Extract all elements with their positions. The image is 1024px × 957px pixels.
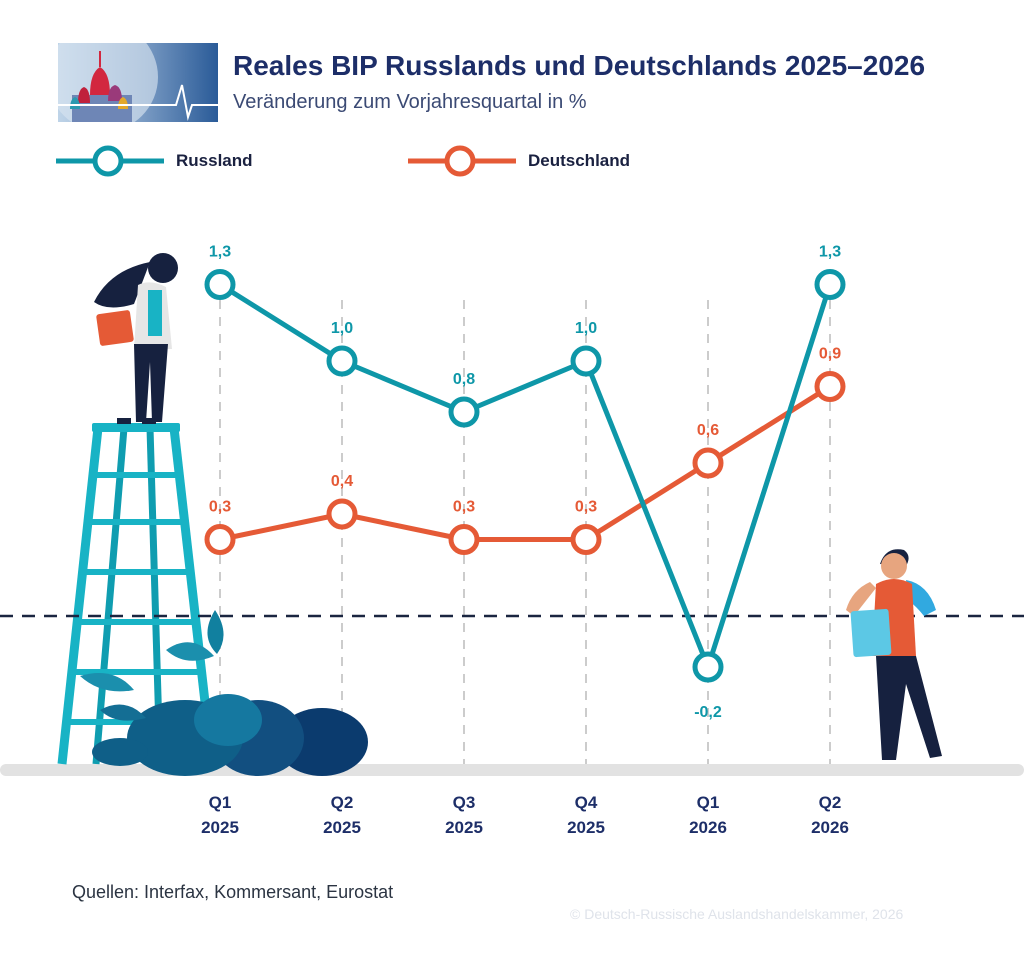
data-label-russland: 1,0 [331,320,353,337]
series-line-russland [217,282,833,670]
x-tick-label-quarter: Q4 [575,793,598,812]
data-point-deutschland [448,524,480,555]
legend-swatch-russland [56,145,164,177]
x-tick-label-quarter: Q2 [331,793,354,812]
data-point-deutschland [570,524,602,555]
x-tick-label-year: 2025 [323,818,361,837]
series: 0,3 0,4 0,3 0,3 0,6 0,9 1,3 1,0 0,8 1,0 -0,2 1,3 [204,244,846,721]
data-point-deutschland [692,447,724,479]
data-label-russland: -0,2 [694,704,722,721]
x-tick-label-year: 2025 [201,818,239,837]
data-point-russland [814,269,846,300]
data-label-russland: 1,3 [819,244,841,261]
legend-swatch-deutschland [408,145,516,177]
data-label-deutschland: 0,4 [331,473,353,490]
plants-illustration [80,610,368,776]
data-label-deutschland: 0,6 [697,422,719,439]
copyright-note: © Deutsch-Russische Auslandshandelskamme… [570,906,904,922]
x-axis: Q1 2025 Q2 2025 Q3 2025 Q4 2025 Q1 2026 Q2 2026 [201,793,849,837]
x-tick-label-year: 2025 [445,818,483,837]
legend-item-deutschland: Deutschland [408,144,630,178]
data-label-russland: 0,8 [453,371,475,388]
x-tick-label-year: 2026 [689,818,727,837]
data-label-russland: 1,0 [575,320,597,337]
data-point-russland [204,269,236,300]
data-label-deutschland: 0,3 [453,499,475,516]
source-note: Quellen: Interfax, Kommersant, Eurostat [72,882,394,902]
legend-item-russland: Russland [56,144,253,178]
data-point-deutschland [814,371,846,402]
x-tick-label-quarter: Q1 [697,793,720,812]
legend-label-deutschland: Deutschland [528,151,631,170]
data-label-deutschland: 0,9 [819,346,841,363]
x-tick-label-quarter: Q3 [453,793,476,812]
legend-label-russland: Russland [176,151,253,170]
data-point-russland [326,345,358,377]
data-point-deutschland [204,524,236,555]
x-tick-label-year: 2025 [567,818,605,837]
series-line-deutschland [217,384,833,542]
data-label-deutschland: 0,3 [575,499,597,516]
x-tick-label-quarter: Q2 [819,793,842,812]
data-point-russland [570,345,602,377]
gridlines [219,300,831,764]
woman-illustration [94,253,178,424]
logo [58,43,218,122]
data-point-russland [448,396,480,428]
data-label-russland: 1,3 [209,244,231,261]
man-illustration [846,549,942,760]
data-point-russland [692,651,724,683]
chart-title: Reales BIP Russlands und Deutschlands 20… [233,50,926,81]
data-label-deutschland: 0,3 [209,499,231,516]
data-point-deutschland [326,498,358,530]
x-tick-label-quarter: Q1 [209,793,232,812]
x-tick-label-year: 2026 [811,818,849,837]
chart-subtitle: Veränderung zum Vorjahresquartal in % [233,91,587,113]
